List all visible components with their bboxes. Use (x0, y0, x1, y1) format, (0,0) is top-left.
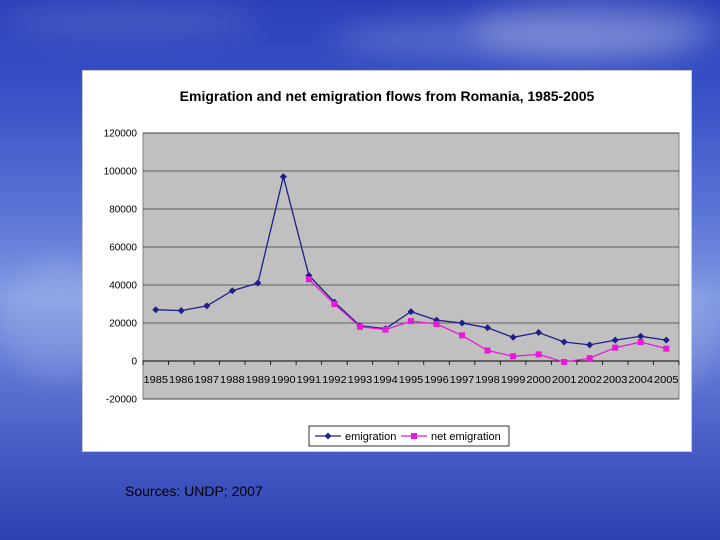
emigration-point (407, 308, 415, 316)
emigration-point (611, 336, 619, 344)
net-emigration-point (459, 332, 466, 339)
emigration-point (586, 341, 594, 349)
net-emigration-point (484, 347, 491, 354)
net-emigration-point (535, 351, 542, 358)
x-tick-label: 1991 (297, 375, 322, 386)
x-tick-label: 1999 (501, 375, 526, 386)
background-cloud (330, 18, 690, 58)
legend-net-emigration-marker (411, 433, 417, 439)
emigration-point (484, 324, 492, 332)
emigration-point (458, 319, 466, 327)
emigration-point (254, 279, 262, 287)
line-chart: -20000 0 20000 40000 60000 80000 100000 120000 1… (104, 129, 680, 447)
y-tick-label: 40000 (109, 281, 137, 292)
emigration-point (279, 173, 287, 181)
background-cloud (0, 0, 260, 40)
net-emigration-point (561, 358, 568, 365)
y-tick-label: 0 (131, 357, 137, 368)
net-emigration-point (612, 344, 619, 351)
x-tick-label: 1986 (169, 375, 194, 386)
legend-net-emigration-label: net emigration (431, 431, 501, 443)
net-emigration-point (331, 301, 338, 307)
x-tick-label: 1988 (220, 375, 245, 386)
x-tick-label: 1989 (246, 375, 271, 386)
net-emigration-point (408, 318, 414, 325)
emigration-point (637, 332, 645, 340)
x-tick-label: 1987 (195, 375, 220, 386)
emigration-point (177, 307, 185, 315)
emigration-point (203, 302, 211, 310)
x-tick-label: 2000 (526, 375, 551, 386)
net-emigration-point (586, 355, 593, 362)
emigration-point (535, 329, 543, 336)
net-emigration-point (663, 345, 670, 352)
net-emigration-point (637, 339, 644, 345)
x-tick-label: 2005 (654, 375, 679, 386)
x-tick-label: 2002 (577, 375, 602, 386)
emigration-point (152, 306, 160, 314)
x-tick-label: 1993 (348, 375, 373, 386)
chart-title: Emigration and net emigration flows from… (179, 88, 595, 104)
x-tick-label: 1992 (322, 375, 347, 386)
source-note: Sources: UNDP; 2007 (125, 483, 263, 499)
x-tick-label: 2004 (628, 375, 653, 386)
x-tick-label: 1997 (450, 375, 475, 386)
net-emigration-point (433, 320, 440, 327)
net-emigration-point (356, 323, 363, 330)
y-tick-label: 120000 (104, 129, 138, 140)
emigration-point (228, 287, 236, 295)
y-tick-label: 100000 (104, 167, 138, 178)
y-tick-label: 20000 (109, 319, 137, 330)
net-emigration-point (510, 353, 517, 360)
x-tick-label: 1985 (144, 375, 169, 386)
net-emigration-point (382, 326, 389, 333)
background-cloud (470, 0, 720, 60)
plot-area (142, 132, 680, 400)
emigration-point (560, 338, 568, 346)
x-tick-label: 1995 (399, 375, 424, 386)
chart-panel: Emigration and net emigration flows from… (82, 70, 692, 452)
y-tick-label: 60000 (109, 243, 137, 254)
x-tick-label: 1996 (424, 375, 449, 386)
emigration-point (662, 336, 670, 344)
y-tick-label: 80000 (109, 205, 137, 216)
emigration-point (509, 333, 517, 341)
x-tick-label: 2001 (552, 375, 577, 386)
y-tick-label: -20000 (106, 395, 138, 406)
net-emigration-point (305, 276, 312, 283)
legend-emigration-label: emigration (345, 431, 396, 443)
x-tick-label: 2003 (603, 375, 628, 386)
legend-emigration-marker (324, 432, 332, 440)
x-tick-label: 1994 (373, 375, 398, 386)
x-tick-label: 1998 (475, 375, 500, 386)
x-tick-label: 1990 (271, 375, 296, 386)
